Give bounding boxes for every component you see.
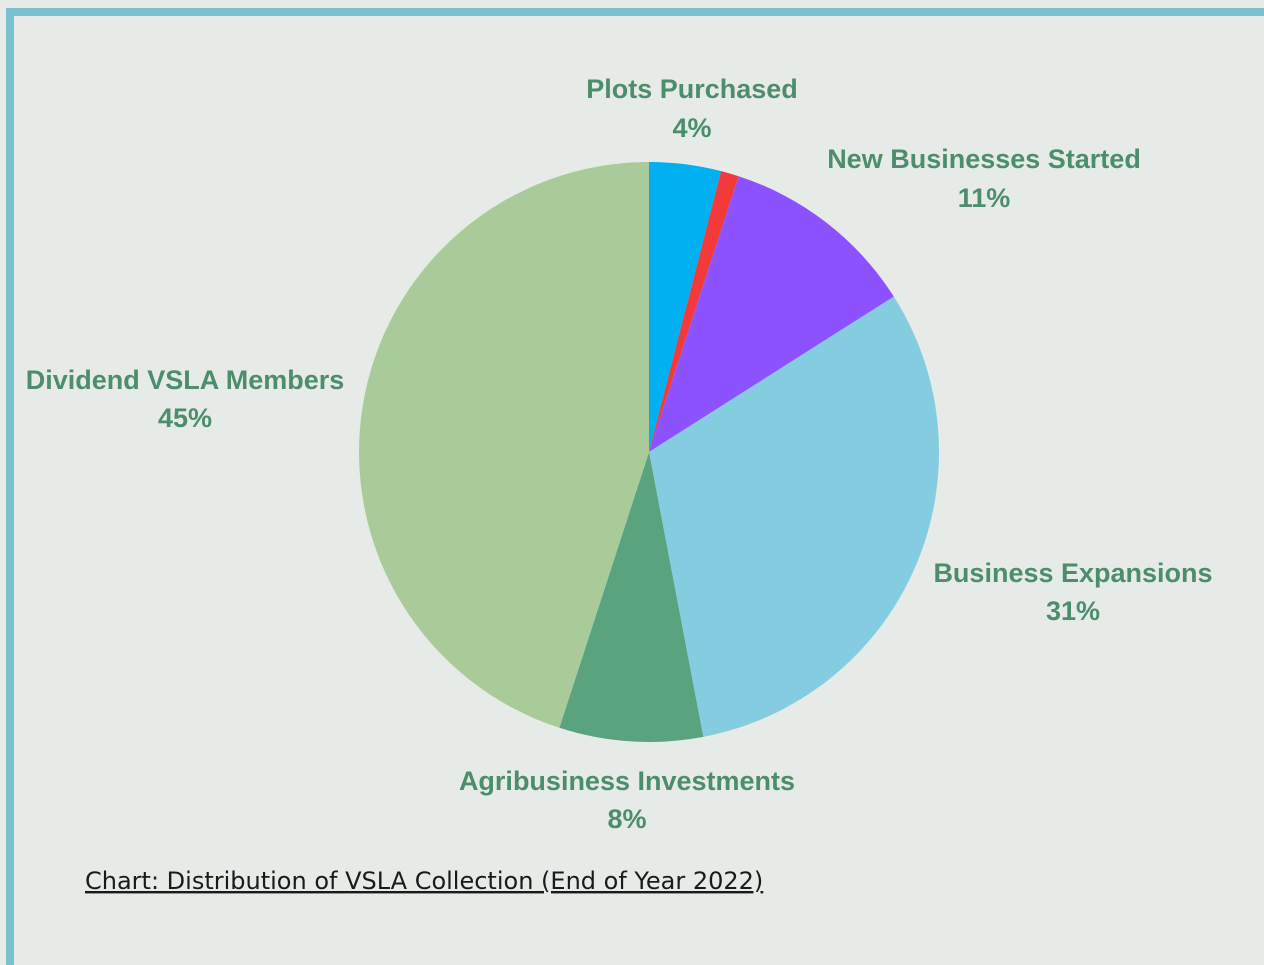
slice-value-label: 45% bbox=[158, 403, 212, 433]
chart-caption: Chart: Distribution of VSLA Collection (… bbox=[85, 867, 763, 895]
pie-slice bbox=[649, 296, 939, 737]
slice-value-label: 4% bbox=[672, 113, 711, 143]
slice-label: Dividend VSLA Members bbox=[26, 365, 345, 395]
slice-value-label: 31% bbox=[1046, 596, 1100, 626]
slice-label: New Businesses Started bbox=[827, 144, 1141, 174]
slice-value-label: 11% bbox=[958, 183, 1011, 213]
pie-slice bbox=[649, 176, 894, 452]
slice-label: Business Expansions bbox=[933, 558, 1212, 588]
pie-slice bbox=[649, 162, 722, 452]
pie-slice bbox=[649, 171, 739, 452]
pie-slice bbox=[359, 162, 649, 728]
pie-slice bbox=[559, 452, 704, 742]
frame bbox=[6, 8, 1264, 965]
slice-label: Plots Purchased bbox=[586, 74, 798, 104]
slice-value-label: 8% bbox=[607, 804, 646, 834]
slice-label: Agribusiness Investments bbox=[459, 766, 795, 796]
pie bbox=[359, 162, 939, 742]
